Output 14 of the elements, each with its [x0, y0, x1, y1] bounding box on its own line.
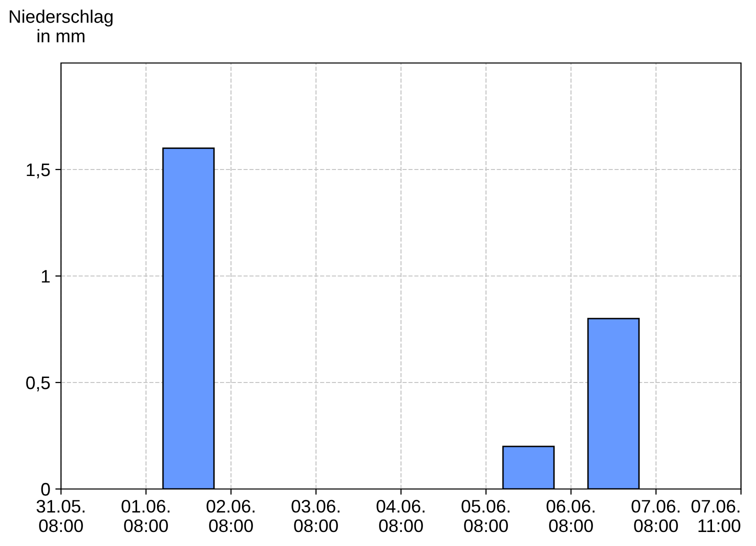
y-tick-label: 0: [41, 482, 50, 496]
x-tick-label: 01.06. 08:00: [122, 500, 170, 532]
y-tick-label: 1,5: [26, 164, 50, 178]
x-tick-label: 04.06. 08:00: [376, 500, 424, 532]
x-tick-label: 05.06. 08:00: [462, 500, 510, 532]
x-tick-label: 07.06. 08:00: [632, 500, 680, 532]
y-tick-label: 1: [42, 270, 50, 283]
y-axis-title: Niederschlag in mm: [10, 10, 113, 42]
x-tick-label: 06.06. 08:00: [546, 500, 594, 532]
x-tick-label: 31.05. 08:00: [36, 500, 84, 532]
x-tick-label: 07.06. 11:00: [692, 500, 740, 532]
x-tick-label: 03.06. 08:00: [292, 500, 340, 532]
y-tick-label: 0,5: [26, 376, 50, 392]
x-tick-label: 02.06. 08:00: [206, 500, 254, 532]
